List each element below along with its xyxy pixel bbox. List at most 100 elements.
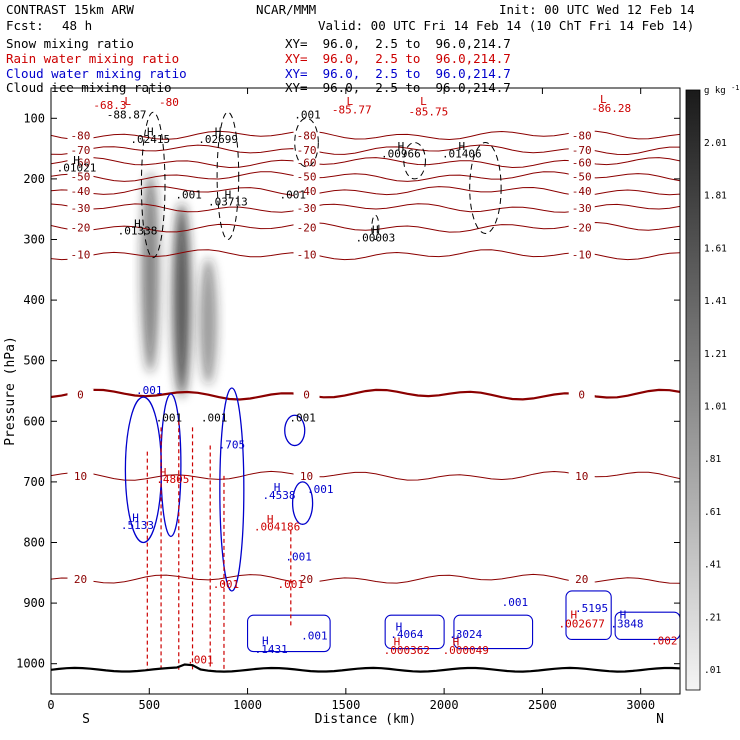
cloud-water-contour <box>453 614 534 650</box>
x-tick-label: 500 <box>138 698 160 712</box>
contour-annotation: .001 <box>156 411 183 424</box>
contour-annotation: -85.77 <box>332 103 372 116</box>
contour-annotation: .01021 <box>57 162 97 175</box>
contour-label-bg <box>293 388 320 401</box>
contour-label-bg <box>67 143 94 156</box>
terrain-line <box>51 663 680 673</box>
contour-annotation: .000049 <box>443 644 489 657</box>
contour-label: -30 <box>71 202 91 215</box>
contour-label: -10 <box>572 249 592 262</box>
contour-label: 0 <box>77 389 84 402</box>
contour-annotation: -85.75 <box>409 105 449 118</box>
contour-label-bg <box>67 221 94 234</box>
contour-annotation: .001 <box>301 629 328 642</box>
x-tick-label: 2500 <box>528 698 557 712</box>
contour-annotation: H <box>620 608 627 621</box>
contour-annotation: L <box>346 95 353 108</box>
contour-label: -20 <box>71 221 91 234</box>
contour-annotation: .001 <box>213 578 240 591</box>
field-xy-rain: XY= 96.0, 2.5 to 96.0,214.7 <box>285 51 511 66</box>
x-axis-start-label: S <box>82 712 90 727</box>
contour-annotation: H <box>396 620 403 633</box>
contour-annotation: .001 <box>502 596 529 609</box>
y-tick-label: 1000 <box>16 657 45 671</box>
center-name: NCAR/MMM <box>256 2 317 17</box>
x-tick-label: 1000 <box>233 698 262 712</box>
contour-label: 10 <box>74 470 87 483</box>
forecast-value: 48 h <box>62 18 93 33</box>
contour-label: -50 <box>572 170 592 183</box>
contour-label: -10 <box>71 249 91 262</box>
contour-label-bg <box>67 469 94 482</box>
contour-label-bg <box>293 469 320 482</box>
contour-annotation: .5133 <box>121 519 154 532</box>
contour-annotation: .3024 <box>449 628 482 641</box>
contour-label: -70 <box>71 144 91 157</box>
contour-annotation: .000362 <box>384 644 430 657</box>
cloud-water-contour <box>565 590 612 641</box>
contour-label-bg <box>568 248 595 261</box>
contour-label: -40 <box>297 185 317 198</box>
y-tick-label: 100 <box>23 111 45 125</box>
contour-label-bg <box>568 143 595 156</box>
contour-annotation: H <box>453 636 460 649</box>
cloud-ice-contour <box>216 111 240 240</box>
contour-annotation: .00966 <box>381 148 421 161</box>
contour-annotation: H <box>274 481 281 494</box>
contour-label: 20 <box>74 573 87 586</box>
contour-annotation: H <box>571 608 578 621</box>
init-time: Init: 00 UTC Wed 12 Feb 14 <box>499 2 695 17</box>
contour-annotation: H <box>132 511 139 524</box>
contour-label-bg <box>568 221 595 234</box>
contour-label: 10 <box>575 470 588 483</box>
contour-label-bg <box>293 143 320 156</box>
contour-annotation: .001 <box>278 578 305 591</box>
contour-label: -70 <box>572 144 592 157</box>
colorbar-level-label: .41 <box>704 560 721 571</box>
contour-annotation: -68.3 <box>93 99 126 112</box>
contour-annotation: .705 <box>219 439 246 452</box>
colorbar-level-label: 2.01 <box>704 138 727 149</box>
contour-annotation: .002 <box>651 634 678 647</box>
contour-annotation: .001 <box>307 483 334 496</box>
contour-label: 20 <box>300 573 313 586</box>
contour-label: -40 <box>572 185 592 198</box>
field-xy-cloud-water: XY= 96.0, 2.5 to 96.0,214.7 <box>285 66 511 81</box>
contour-annotation: H <box>372 223 379 236</box>
colorbar-level-label: 1.41 <box>704 296 727 307</box>
contour-annotation: H <box>453 632 460 645</box>
contour-label: -80 <box>71 129 91 142</box>
contour-label-bg <box>293 185 320 198</box>
contour-label-bg <box>568 572 595 585</box>
contour-annotation: H <box>134 217 141 230</box>
x-axis-label: Distance (km) <box>315 712 417 727</box>
contour-label: -30 <box>297 202 317 215</box>
contour-label: -40 <box>71 185 91 198</box>
contour-annotation: .001 <box>289 411 316 424</box>
contour-label-bg <box>293 201 320 214</box>
contour-annotation: .001 <box>285 551 312 564</box>
contour-annotation: H <box>160 466 167 479</box>
cloud-ice-contour <box>403 142 426 180</box>
field-name-cloud-water: Cloud water mixing ratio <box>6 66 187 81</box>
contour-annotation: .002677 <box>559 617 605 630</box>
contour-label-bg <box>568 388 595 401</box>
contour-label-bg <box>293 572 320 585</box>
contour-label-bg <box>568 170 595 183</box>
contour-annotation: .1431 <box>255 643 288 656</box>
field-name-rain: Rain water mixing ratio <box>6 51 180 66</box>
y-tick-label: 500 <box>23 354 45 368</box>
colorbar-level-label: 1.61 <box>704 243 727 254</box>
y-tick-label: 700 <box>23 475 45 489</box>
contour-label-bg <box>293 129 320 142</box>
colorbar-bar <box>685 89 701 691</box>
contour-label: -50 <box>71 170 91 183</box>
contour-annotation: .03713 <box>208 196 248 209</box>
contour-annotation: H <box>267 513 274 526</box>
x-tick-label: 1500 <box>331 698 360 712</box>
cloud-water-contour <box>247 614 331 653</box>
contour-label-bg <box>67 388 94 401</box>
cloud-water-contour <box>219 387 245 592</box>
contour-label-bg <box>67 201 94 214</box>
